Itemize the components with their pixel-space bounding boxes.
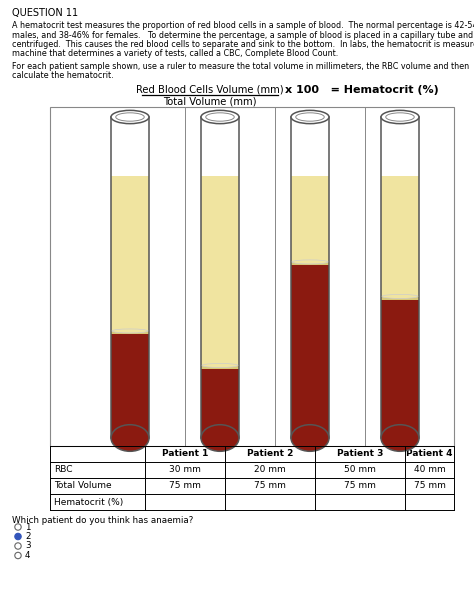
Text: 4: 4 [25, 551, 30, 560]
Ellipse shape [292, 260, 328, 264]
Bar [111, 175, 149, 331]
Ellipse shape [291, 111, 329, 123]
Text: Patient 4: Patient 4 [406, 450, 453, 458]
Ellipse shape [382, 295, 418, 298]
Ellipse shape [296, 113, 324, 121]
Ellipse shape [206, 113, 234, 121]
Bar [50, 107, 454, 446]
Text: 75 mm: 75 mm [254, 481, 286, 491]
Text: 1: 1 [25, 522, 30, 532]
Text: For each patient sample shown, use a ruler to measure the total volume in millim: For each patient sample shown, use a rul… [12, 62, 469, 71]
Bar [291, 265, 329, 438]
Bar [291, 262, 329, 265]
Text: Total Volume: Total Volume [54, 481, 111, 491]
Ellipse shape [112, 329, 148, 333]
Ellipse shape [111, 425, 149, 452]
Bar [381, 175, 419, 296]
Bar [201, 175, 239, 365]
Text: 3: 3 [25, 541, 31, 551]
Ellipse shape [201, 425, 239, 452]
Text: Total Volume (mm): Total Volume (mm) [163, 96, 257, 106]
Text: males, and 38-46% for females.   To determine the percentage, a sample of blood : males, and 38-46% for females. To determ… [12, 31, 474, 40]
Circle shape [15, 524, 21, 530]
Text: Which patient do you think has anaemia?: Which patient do you think has anaemia? [12, 516, 193, 525]
Text: 50 mm: 50 mm [344, 466, 376, 475]
Bar [291, 114, 329, 175]
Ellipse shape [202, 364, 238, 367]
Bar [381, 300, 419, 438]
Text: x 100   = Hematocrit (%): x 100 = Hematocrit (%) [285, 85, 439, 95]
Text: Patient 1: Patient 1 [162, 450, 208, 458]
Circle shape [15, 543, 21, 549]
Bar [201, 369, 239, 438]
Text: Patient 2: Patient 2 [247, 450, 293, 458]
Bar [111, 114, 149, 175]
Ellipse shape [386, 113, 414, 121]
Bar [381, 114, 419, 175]
Text: Patient 3: Patient 3 [337, 450, 383, 458]
Ellipse shape [201, 111, 239, 123]
Text: 30 mm: 30 mm [169, 466, 201, 475]
Text: 75 mm: 75 mm [344, 481, 376, 491]
Ellipse shape [291, 425, 329, 452]
Text: Hematocrit (%): Hematocrit (%) [54, 497, 123, 507]
Text: RBC: RBC [54, 466, 73, 475]
Ellipse shape [111, 111, 149, 123]
Bar [201, 117, 239, 438]
Circle shape [15, 533, 21, 540]
Bar [111, 334, 149, 438]
Bar [381, 296, 419, 300]
Bar [291, 175, 329, 262]
Ellipse shape [116, 113, 144, 121]
Text: 2: 2 [25, 532, 30, 541]
Text: A hematocrit test measures the proportion of red blood cells in a sample of bloo: A hematocrit test measures the proportio… [12, 21, 474, 30]
Bar [291, 117, 329, 438]
Text: centrifuged.  This causes the red blood cells to separate and sink to the bottom: centrifuged. This causes the red blood c… [12, 40, 474, 49]
Bar [201, 365, 239, 369]
Text: 75 mm: 75 mm [413, 481, 446, 491]
Text: 40 mm: 40 mm [414, 466, 446, 475]
Bar [201, 114, 239, 175]
Circle shape [15, 552, 21, 558]
Text: QUESTION 11: QUESTION 11 [12, 8, 78, 18]
Ellipse shape [381, 111, 419, 123]
Ellipse shape [381, 425, 419, 452]
Text: machine that determines a variety of tests, called a CBC, Complete Blood Count.: machine that determines a variety of tes… [12, 49, 338, 59]
Text: Red Blood Cells Volume (mm): Red Blood Cells Volume (mm) [136, 85, 284, 95]
Text: calculate the hematocrit.: calculate the hematocrit. [12, 71, 114, 81]
Bar [111, 117, 149, 438]
Bar [111, 331, 149, 334]
Bar [381, 117, 419, 438]
Text: 75 mm: 75 mm [169, 481, 201, 491]
Text: 20 mm: 20 mm [254, 466, 286, 475]
